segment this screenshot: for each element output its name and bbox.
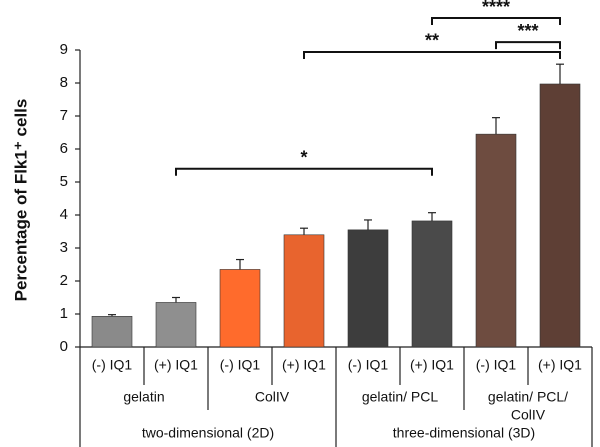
y-tick-label: 6: [60, 140, 68, 157]
significance-bracket: [303, 50, 561, 59]
x-tick-label: (-) IQ1: [92, 357, 133, 373]
supergroup-label: three-dimensional (3D): [393, 425, 535, 441]
bar: [411, 220, 453, 348]
y-tick-label: 4: [60, 206, 68, 223]
bar: [283, 234, 325, 348]
group-label: ColIV: [255, 389, 290, 405]
group-label: gelatin: [123, 389, 164, 405]
significance-label: *: [300, 148, 307, 168]
x-tick-label: (+) IQ1: [538, 357, 582, 373]
group-label: gelatin/ PCL/: [488, 389, 568, 405]
x-tick-label: (+) IQ1: [154, 357, 198, 373]
group-label: gelatin/ PCL: [362, 389, 438, 405]
significance-label: ****: [482, 0, 510, 17]
x-tick-label: (+) IQ1: [410, 357, 454, 373]
y-tick-label: 8: [60, 74, 68, 91]
significance-label: **: [425, 31, 439, 51]
significance-bracket: [495, 41, 561, 50]
significance-bracket: [175, 167, 433, 176]
bar: [91, 316, 133, 348]
y-tick-label: 3: [60, 239, 68, 256]
x-tick-label: (-) IQ1: [476, 357, 517, 373]
x-tick-label: (-) IQ1: [220, 357, 261, 373]
significance-label: ***: [517, 21, 538, 41]
y-tick-label: 5: [60, 173, 68, 190]
y-tick-label: 7: [60, 107, 68, 124]
x-tick-label: (-) IQ1: [348, 357, 389, 373]
supergroup-label: two-dimensional (2D): [142, 425, 274, 441]
bar: [347, 229, 389, 348]
x-tick-label: (+) IQ1: [282, 357, 326, 373]
y-tick-label: 9: [60, 41, 68, 58]
y-tick-label: 0: [60, 338, 68, 355]
bar: [475, 133, 517, 348]
bar: [539, 83, 581, 348]
y-tick-label: 2: [60, 272, 68, 289]
bar: [155, 302, 197, 348]
bar: [219, 269, 261, 348]
significance-bracket: [431, 16, 561, 25]
y-tick-label: 1: [60, 305, 68, 322]
y-axis-label: Percentage of Flk1⁺ cells: [11, 99, 30, 302]
group-label: ColIV: [511, 407, 546, 423]
